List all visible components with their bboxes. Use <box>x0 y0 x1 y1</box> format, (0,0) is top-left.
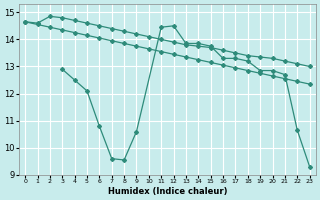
X-axis label: Humidex (Indice chaleur): Humidex (Indice chaleur) <box>108 187 227 196</box>
